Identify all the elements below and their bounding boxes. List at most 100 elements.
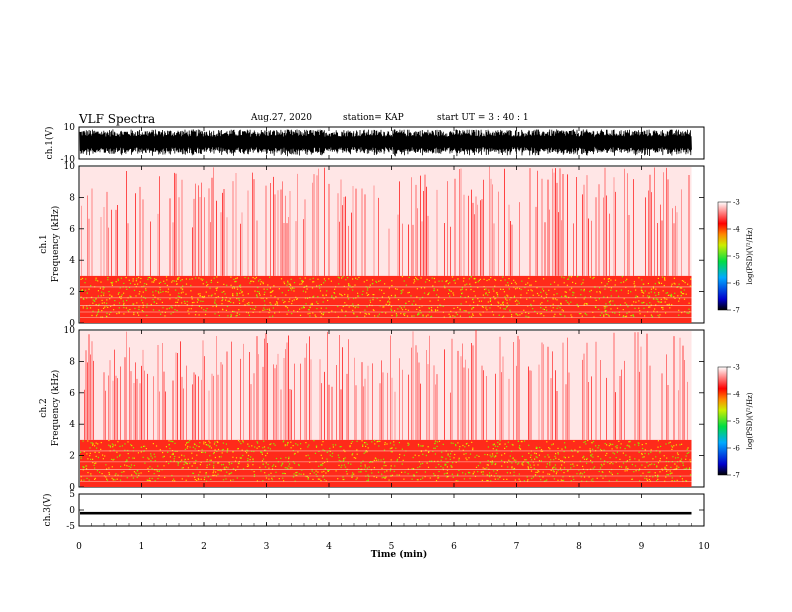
spectrogram-speckle <box>473 277 476 280</box>
spectrogram-speckle <box>138 474 140 477</box>
spectrogram-speckle <box>131 474 133 476</box>
spectrogram-speckle <box>643 283 645 285</box>
spectrogram-speckle <box>529 464 531 466</box>
spectrogram-speckle <box>641 452 643 455</box>
spectrogram-speckle <box>200 461 202 463</box>
spectrogram-speckle <box>618 295 620 297</box>
spectrogram-speckle <box>538 294 540 296</box>
spectrogram-speckle <box>203 443 205 445</box>
spectrogram-speckle <box>244 304 246 306</box>
spectrogram-speckle <box>92 443 94 445</box>
spectrogram-speckle <box>361 440 363 442</box>
spectrogram-speckle <box>115 473 117 475</box>
spectrogram-speckle <box>135 295 137 297</box>
spectrogram-speckle <box>268 474 270 476</box>
spectrogram-speckle <box>213 465 215 467</box>
spectrogram-speckle <box>140 472 142 474</box>
spectrogram-speckle <box>634 444 636 446</box>
x-axis-label: Time (min) <box>371 549 428 560</box>
spectrogram-speckle <box>425 454 427 457</box>
spectrogram-speckle <box>563 277 565 279</box>
spectrogram-speckle <box>670 295 672 297</box>
spectrogram-speckle <box>661 276 664 278</box>
spectrogram-speckle <box>377 459 380 461</box>
spectrogram-speckle <box>422 315 424 317</box>
spectrogram-speckle <box>366 279 368 281</box>
spectrogram-speckle <box>147 467 149 469</box>
spectrogram-speckle <box>516 303 518 305</box>
spectrogram-speckle <box>97 290 99 292</box>
spectrogram-speckle <box>608 278 610 280</box>
spectrogram-speckle <box>153 453 155 455</box>
spectrogram-speckle <box>469 472 471 474</box>
spectrogram-speckle <box>657 277 659 279</box>
spectrogram-speckle <box>463 478 465 480</box>
spectrogram-speckle <box>390 308 392 310</box>
spectrogram-speckle <box>487 294 489 296</box>
spectrogram-speckle <box>114 474 116 476</box>
spectrogram-speckle <box>464 473 467 475</box>
spectrogram-speckle <box>306 288 308 290</box>
spectrogram-speckle <box>379 279 381 282</box>
spectrogram-speckle <box>185 278 187 280</box>
spectrogram-speckle <box>287 442 289 444</box>
spectrogram-speckle <box>236 297 238 300</box>
spectrogram-speckle <box>394 288 397 290</box>
spectrogram-speckle <box>616 445 618 447</box>
spectrogram-speckle <box>586 303 588 305</box>
spectrogram-speckle <box>478 300 480 302</box>
spectrogram-speckle <box>174 309 176 311</box>
spectrogram-speckle <box>198 479 200 481</box>
spectrogram-speckle <box>342 460 344 462</box>
spectrogram-speckle <box>433 475 435 477</box>
spectrogram-speckle <box>599 467 602 469</box>
spectrogram-speckle <box>410 295 412 297</box>
spectrogram-speckle <box>493 290 495 292</box>
spectrogram-speckle <box>638 442 640 444</box>
spectrogram-speckle <box>371 441 373 443</box>
spectrogram-speckle <box>528 452 530 454</box>
spectrogram-speckle <box>114 300 116 302</box>
spectrogram-speckle <box>244 450 247 452</box>
spectrogram-speckle <box>247 293 249 295</box>
spectrogram-speckle <box>131 445 133 447</box>
spectrogram-speckle <box>307 478 309 480</box>
spectrogram-speckle <box>347 294 349 296</box>
spectrogram-speckle <box>644 466 646 468</box>
spectrogram-speckle <box>682 480 684 482</box>
spectrogram-speckle <box>100 316 102 318</box>
spectrogram-speckle <box>560 303 562 305</box>
spectrogram-speckle <box>375 280 377 282</box>
spectrogram-speckle <box>152 294 154 296</box>
spectrogram-speckle <box>583 290 585 292</box>
spectrogram-speckle <box>537 469 539 471</box>
spectrogram-speckle <box>508 288 510 290</box>
spectrogram-speckle <box>676 452 679 454</box>
spectrogram-speckle <box>438 470 440 473</box>
spectrogram-speckle <box>434 443 436 445</box>
spectrogram-speckle <box>152 298 154 301</box>
spectrogram-speckle <box>136 278 138 280</box>
spectrogram-speckle <box>316 285 318 287</box>
spectrogram-speckle <box>625 466 627 468</box>
spectrogram-speckle <box>564 442 566 444</box>
spectrogram-speckle <box>138 276 140 279</box>
spectrogram-speckle <box>517 440 519 442</box>
spectrogram-speckle <box>590 296 592 298</box>
spectrogram-speckle <box>95 315 98 317</box>
spectrogram-speckle <box>675 468 677 470</box>
spectrogram-speckle <box>142 311 144 313</box>
spectrogram-speckle <box>466 442 468 444</box>
spectrogram-speckle <box>208 440 210 442</box>
spectrogram-speckle <box>459 309 461 311</box>
spectrogram-speckle <box>228 461 230 464</box>
spectrogram-speckle <box>570 449 573 451</box>
spectrogram-speckle <box>454 279 456 281</box>
spectrogram-speckle <box>549 461 551 463</box>
spectrogram-speckle <box>327 470 329 472</box>
spectrogram-speckle <box>221 296 224 299</box>
spectrogram-speckle <box>573 440 575 442</box>
spectrogram-speckle <box>281 292 283 294</box>
spectrogram-speckle <box>198 446 200 448</box>
spectrogram-speckle <box>454 453 456 456</box>
